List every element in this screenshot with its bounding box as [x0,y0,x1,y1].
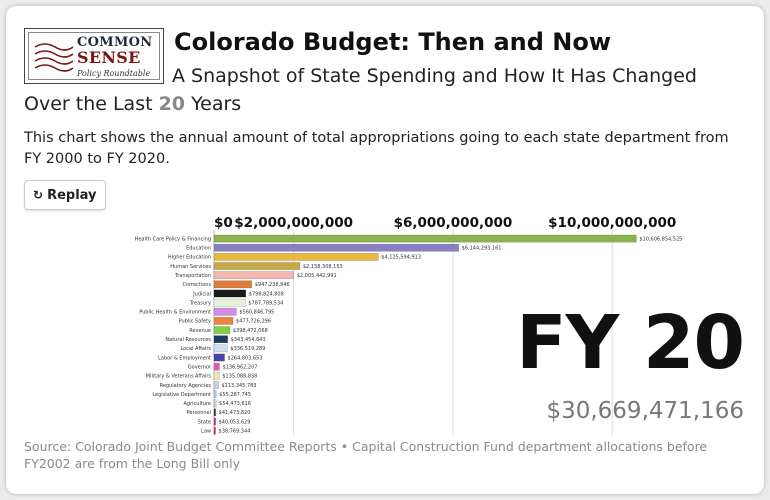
category-label: Judicial [192,291,211,297]
value-label: $2,005,442,991 [297,273,337,279]
bar [213,399,217,408]
category-label: Regulatory Agencies [160,383,212,389]
value-label: $787,789,534 [248,300,283,306]
category-label: Local Affairs [180,346,211,352]
category-label: Personnel [187,410,211,416]
value-label: $40,053,629 [219,419,251,425]
value-label: $947,238,846 [255,282,290,288]
category-label: State [198,419,211,425]
replay-label: Replay [47,187,97,203]
x-tick-label: $6,000,000,000 [394,215,513,231]
category-label: Treasury [189,300,211,306]
fiscal-year-label: FY 20 [516,300,745,386]
logo-common: COMMON [77,35,153,50]
category-label: Corrections [183,282,212,288]
value-label: $477,726,296 [236,319,271,325]
bar [213,390,217,398]
replay-button[interactable]: ↻ Replay [24,180,106,210]
category-label: Transportation [174,273,211,279]
total-appropriations: $30,669,471,166 [546,398,744,424]
category-label: Education [186,246,211,252]
bar [213,262,301,270]
subtitle-text: A Snapshot of State Spending and How It … [24,65,697,115]
value-label: $38,769,344 [219,429,251,435]
category-label: Higher Education [168,255,211,261]
bar [213,271,295,279]
bar [213,408,216,417]
value-label: $41,473,820 [219,410,251,416]
value-label: $264,803,653 [228,355,263,361]
bar [213,417,216,426]
category-label: Agriculture [184,401,212,407]
category-label: Labor & Employment [158,355,211,361]
value-label: $798,824,808 [249,291,284,297]
chart-description: This chart shows the annual amount of to… [24,130,729,167]
bar [213,234,637,243]
category-label: Public Health & Environment [139,310,211,316]
category-label: Natural Resources [165,337,211,343]
logo-frame: COMMON SENSE Policy Roundtable [28,32,160,80]
value-label: $560,846,795 [239,310,274,316]
x-tick-label: $2,000,000,000 [234,215,353,231]
value-label: $336,519,289 [230,346,265,352]
category-label: Legislative Department [152,392,211,398]
bar [213,362,220,371]
category-label: Law [201,429,211,435]
bar [213,289,247,298]
bar [213,326,231,334]
value-label: $10,606,854,525 [639,236,682,242]
value-label: $343,454,843 [231,337,266,343]
bar [213,344,228,353]
value-label: $135,088,838 [222,374,257,380]
logo: COMMON SENSE Policy Roundtable [24,28,164,84]
bar [213,307,237,316]
category-label: Revenue [189,328,211,334]
bar [213,280,252,289]
bar [213,372,220,380]
bar [213,426,216,435]
replay-icon: ↻ [33,188,44,202]
value-label: $54,473,616 [219,401,251,407]
category-label: Public Safety [179,319,211,325]
subtitle-year-count: 20 [158,93,186,115]
page-subtitle: A Snapshot of State Spending and How It … [24,62,744,118]
value-label: $136,962,207 [222,364,257,370]
logo-sense: SENSE [77,48,141,67]
x-tick-label: $10,000,000,000 [548,215,676,231]
value-label: $6,144,293,161 [462,246,502,252]
category-label: Governor [188,364,212,370]
bar [213,298,246,307]
page-title: Colorado Budget: Then and Now [174,28,612,56]
bar [213,335,228,344]
waves-icon [34,43,74,72]
category-label: Health Care Policy & Financing [135,236,211,242]
value-label: $2,158,308,153 [303,264,343,270]
value-label: $398,472,068 [233,328,268,334]
category-label: Military & Veterans Affairs [146,374,212,380]
bar [213,353,225,362]
category-label: Human Services [170,264,211,270]
bar [213,253,379,261]
value-label: $113,345,783 [222,383,257,389]
x-tick-label: $0 [214,215,233,231]
subtitle-suffix: Years [185,93,242,115]
bar [213,381,219,389]
value-label: $4,125,594,913 [381,255,421,261]
bar [213,243,459,252]
source-note: Source: Colorado Joint Budget Committee … [24,439,708,471]
value-label: $55,287,745 [219,392,251,398]
bar [213,317,234,325]
logo-subtitle: Policy Roundtable [77,69,151,78]
